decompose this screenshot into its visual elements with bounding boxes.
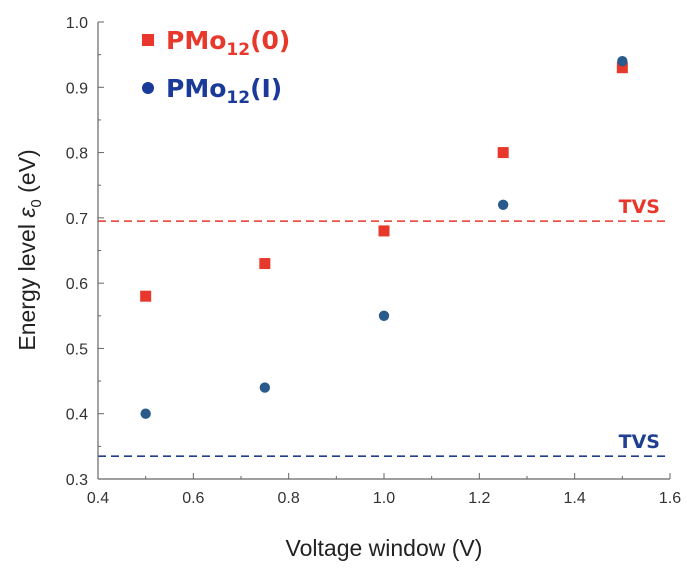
circle-point	[259, 382, 271, 393]
circle-point	[140, 408, 151, 419]
legend-label: PMo12(I)	[166, 74, 282, 108]
y-axis-title-prefix: Energy level	[14, 218, 40, 351]
y-tick-label: 0.4	[66, 407, 88, 424]
y-axis-title-symbol: ε	[14, 207, 40, 218]
x-tick-label: 0.8	[278, 490, 300, 507]
x-tick-label: 0.4	[87, 490, 109, 507]
plot-area	[98, 22, 670, 479]
circle-point	[378, 310, 390, 321]
legend-label: PMo12(0)	[166, 26, 290, 60]
y-axis-title-subscript: 0	[28, 199, 45, 207]
y-axis-title-suffix: (eV)	[14, 149, 40, 199]
tvs-label: TVS	[619, 196, 660, 218]
y-tick-label: 0.7	[66, 211, 88, 228]
y-tick-label: 0.8	[66, 146, 88, 163]
legend-square-marker	[142, 34, 154, 46]
x-axis-ticks: 0.4 0.6 0.8 1.0 1.2 1.4 1.6	[87, 473, 681, 507]
square-point	[140, 290, 152, 302]
square-point	[378, 225, 390, 237]
circle-point	[617, 55, 628, 67]
circle-point	[497, 199, 509, 210]
y-axis-ticks: 0.3 0.4 0.5 0.6 0.7 0.8 0.9 1.0	[66, 15, 104, 489]
x-tick-label: 1.4	[564, 490, 586, 507]
tvs-label: TVS	[619, 431, 660, 453]
square-point	[497, 147, 509, 159]
y-tick-label: 0.3	[66, 472, 88, 489]
legend: PMo12(0) PMo12(I)	[142, 26, 290, 108]
square-point	[259, 258, 271, 270]
data-points	[140, 55, 628, 419]
x-tick-label: 1.0	[373, 490, 395, 507]
legend-circle-marker	[142, 82, 154, 94]
y-tick-label: 0.9	[66, 80, 88, 97]
x-tick-label: 0.6	[182, 490, 204, 507]
y-tick-label: 0.5	[66, 341, 88, 358]
square-point	[616, 62, 628, 74]
y-tick-label: 1.0	[66, 15, 88, 32]
y-axis-title: Energy level ε0 (eV)	[14, 149, 45, 350]
reference-lines: TVS TVS	[98, 196, 670, 457]
x-axis-title: Voltage window (V)	[286, 535, 483, 561]
x-tick-label: 1.6	[659, 490, 681, 507]
x-tick-label: 1.2	[468, 490, 490, 507]
y-tick-label: 0.6	[66, 276, 88, 293]
